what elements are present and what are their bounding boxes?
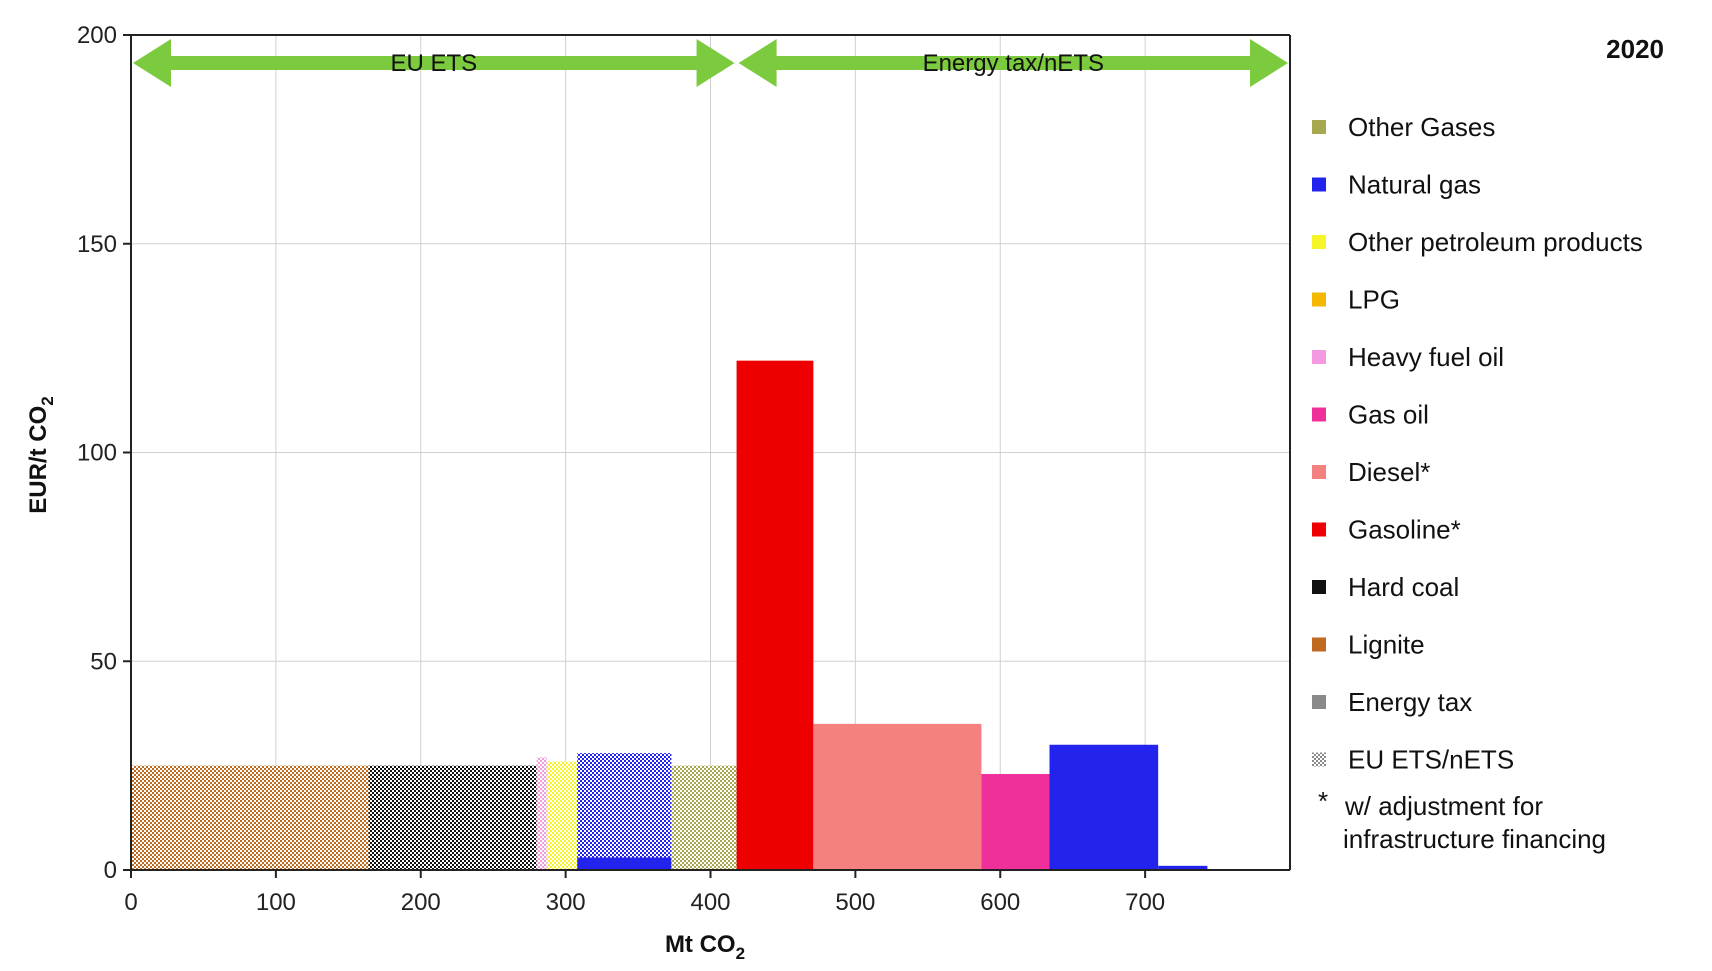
bar-segment xyxy=(736,360,814,870)
bar-segment xyxy=(577,753,672,858)
legend-label: Gasoline* xyxy=(1348,515,1461,545)
x-tick-label: 100 xyxy=(256,889,296,916)
footnote-line-2: infrastructure financing xyxy=(1343,824,1606,854)
bar-segment xyxy=(1049,744,1159,870)
legend-label: Lignite xyxy=(1348,630,1425,660)
legend: Other Gases Natural gas Other petroleum pr… xyxy=(1312,112,1643,775)
legend-swatch xyxy=(1312,292,1326,307)
legend-swatch xyxy=(1312,465,1326,479)
legend-label: EU ETS/nETS xyxy=(1348,745,1514,775)
y-tick-label: 150 xyxy=(77,231,117,258)
legend-label: Hard coal xyxy=(1348,572,1459,602)
legend-swatch xyxy=(1312,177,1326,192)
legend-swatch xyxy=(1312,695,1326,709)
legend-label: Diesel* xyxy=(1348,457,1430,487)
legend-swatch xyxy=(1312,580,1326,594)
legend-swatch xyxy=(1312,120,1326,134)
legend-label: Energy tax xyxy=(1348,687,1472,717)
legend-label: Natural gas xyxy=(1348,170,1481,200)
footnote-mark: * xyxy=(1318,786,1328,816)
tick-labels: 0 50 100 150 200 0 100 200 300 400 500 600 700 xyxy=(77,22,1165,916)
x-tick-label: 0 xyxy=(124,889,137,916)
bar-segment xyxy=(577,857,672,870)
bar-segment xyxy=(546,761,578,870)
bar-segment xyxy=(368,765,537,870)
band-arrow xyxy=(133,39,735,87)
legend-swatch xyxy=(1312,522,1326,537)
legend-swatch xyxy=(1312,350,1326,364)
legend-label: Gas oil xyxy=(1348,400,1429,430)
legend-swatch xyxy=(1312,637,1326,652)
bar-segment xyxy=(671,765,737,870)
bars xyxy=(131,360,1208,870)
bar-segment xyxy=(536,757,547,870)
bar-segment xyxy=(131,765,369,870)
legend-label: Heavy fuel oil xyxy=(1348,342,1504,372)
legend-label: Other Gases xyxy=(1348,112,1495,142)
x-tick-label: 700 xyxy=(1125,889,1165,916)
y-tick-label: 0 xyxy=(104,857,117,884)
year-label: 2020 xyxy=(1606,34,1664,64)
footnote-line-1: w/ adjustment for xyxy=(1344,791,1543,821)
bar-segment xyxy=(813,723,982,870)
legend-swatch xyxy=(1312,752,1326,767)
y-tick-label: 100 xyxy=(77,440,117,467)
band-arrows: EU ETS Energy tax/nETS xyxy=(133,39,1288,87)
bar-segment xyxy=(1158,865,1208,870)
x-tick-label: 500 xyxy=(835,889,875,916)
x-tick-label: 400 xyxy=(690,889,730,916)
legend-label: LPG xyxy=(1348,285,1400,315)
band-label: EU ETS xyxy=(390,50,477,77)
y-axis-title: EUR/t CO2 xyxy=(25,396,57,513)
y-tick-label: 200 xyxy=(77,22,117,49)
bar-segment xyxy=(981,773,1050,870)
band-label: Energy tax/nETS xyxy=(923,50,1104,77)
x-tick-label: 300 xyxy=(546,889,586,916)
legend-swatch xyxy=(1312,407,1326,422)
legend-label: Other petroleum products xyxy=(1348,227,1643,257)
band-arrow xyxy=(738,39,1288,87)
x-tick-label: 600 xyxy=(980,889,1020,916)
x-axis-title: Mt CO2 xyxy=(665,931,745,963)
y-tick-label: 50 xyxy=(90,648,117,675)
x-tick-label: 200 xyxy=(401,889,441,916)
legend-swatch xyxy=(1312,235,1326,249)
